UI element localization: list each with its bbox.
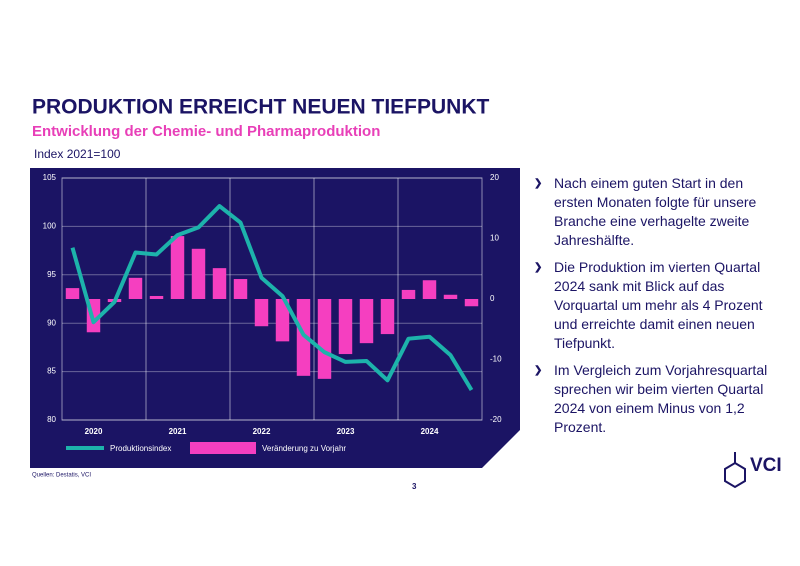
y2-tick-label: 0: [490, 294, 495, 303]
x-tick-label: 2020: [85, 427, 103, 436]
logo: VCI: [724, 452, 782, 489]
y2-tick-label: 10: [490, 234, 499, 243]
bullet: Im Vergleich zum Vorjahresquartal sprech…: [534, 361, 784, 437]
y2-tick-label: -10: [490, 355, 502, 364]
bar: [254, 299, 269, 327]
bar: [128, 277, 143, 299]
bar: [422, 280, 437, 299]
y-tick-label: 90: [47, 318, 56, 327]
logo-text: VCI: [750, 455, 782, 476]
bar: [380, 299, 395, 335]
plot-frame: [61, 177, 483, 421]
bar: [149, 295, 164, 299]
bar: [317, 299, 332, 379]
y2-tick-label: -20: [490, 415, 502, 424]
y-tick-label: 100: [43, 222, 57, 231]
y2-tick-label: 20: [490, 173, 499, 182]
bar: [191, 248, 206, 299]
y-tick-label: 85: [47, 367, 56, 376]
bar: [401, 289, 416, 299]
logo-hexagon: [724, 461, 746, 489]
y-tick-label: 95: [47, 270, 56, 279]
bar: [443, 294, 458, 299]
bar: [275, 299, 290, 342]
x-tick-label: 2021: [169, 427, 187, 436]
bullet: Die Produktion im vierten Quartal 2024 s…: [534, 258, 784, 353]
chart-panel: [30, 168, 520, 468]
bar: [233, 279, 248, 299]
bar: [296, 299, 311, 376]
bullet: Nach einem guten Start in den ersten Mon…: [534, 174, 784, 250]
y-tick-label: 80: [47, 415, 56, 424]
bar: [65, 288, 80, 299]
bar: [212, 268, 227, 299]
legend-label: Produktionsindex: [110, 444, 171, 453]
legend-swatch: [190, 442, 256, 454]
legend-label: Veränderung zu Vorjahr: [262, 444, 346, 453]
bar: [359, 299, 374, 344]
x-tick-label: 2023: [337, 427, 355, 436]
title: PRODUKTION ERREICHT NEUEN TIEFPUNKT: [32, 96, 490, 119]
bar: [338, 299, 353, 355]
page-number: 3: [412, 482, 417, 491]
x-tick-label: 2024: [421, 427, 439, 436]
source: Quellen: Destatis, VCI: [32, 473, 91, 479]
bar: [170, 236, 185, 299]
bar: [464, 299, 479, 307]
line: [70, 204, 474, 392]
subtitle: Entwicklung der Chemie- und Pharmaproduk…: [32, 123, 380, 140]
y-tick-label: 105: [43, 173, 57, 182]
x-tick-label: 2022: [253, 427, 271, 436]
y-axis-label: Index 2021=100: [34, 147, 121, 161]
